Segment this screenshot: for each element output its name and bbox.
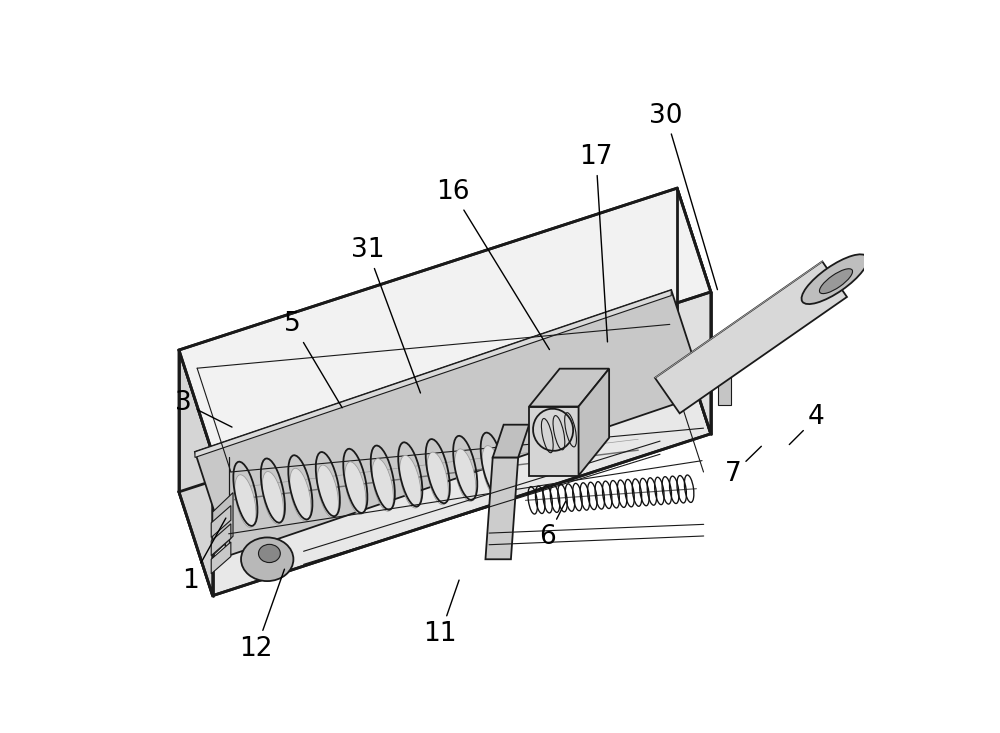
Polygon shape xyxy=(493,424,529,457)
Polygon shape xyxy=(211,542,231,574)
Text: 17: 17 xyxy=(579,144,613,342)
Polygon shape xyxy=(579,369,609,476)
Ellipse shape xyxy=(345,462,366,515)
Text: 7: 7 xyxy=(724,446,761,487)
Polygon shape xyxy=(529,369,609,407)
Text: 6: 6 xyxy=(539,501,566,550)
Text: 16: 16 xyxy=(436,179,549,350)
Polygon shape xyxy=(179,188,711,454)
Text: 31: 31 xyxy=(351,237,420,393)
Polygon shape xyxy=(529,407,579,476)
Polygon shape xyxy=(179,350,213,596)
Polygon shape xyxy=(677,188,711,434)
Text: 12: 12 xyxy=(240,569,284,662)
Text: 5: 5 xyxy=(284,312,342,408)
Text: 3: 3 xyxy=(175,390,232,427)
Polygon shape xyxy=(179,330,711,596)
Ellipse shape xyxy=(482,446,503,498)
Ellipse shape xyxy=(258,545,280,562)
Text: 30: 30 xyxy=(649,103,717,290)
Ellipse shape xyxy=(290,468,311,521)
Ellipse shape xyxy=(235,475,256,528)
Ellipse shape xyxy=(802,254,868,304)
Ellipse shape xyxy=(241,537,293,581)
Ellipse shape xyxy=(317,465,338,517)
Polygon shape xyxy=(655,262,847,413)
Polygon shape xyxy=(211,524,231,556)
Ellipse shape xyxy=(400,455,421,508)
Ellipse shape xyxy=(372,459,393,511)
Text: 11: 11 xyxy=(424,580,459,647)
Ellipse shape xyxy=(819,269,853,294)
Polygon shape xyxy=(718,339,731,405)
Polygon shape xyxy=(485,457,518,559)
Ellipse shape xyxy=(713,342,726,354)
Ellipse shape xyxy=(262,471,283,524)
Text: 1: 1 xyxy=(182,518,226,594)
Polygon shape xyxy=(213,493,233,556)
Ellipse shape xyxy=(455,449,476,501)
Ellipse shape xyxy=(714,365,725,375)
Text: 4: 4 xyxy=(789,405,825,444)
Ellipse shape xyxy=(427,452,448,505)
Polygon shape xyxy=(211,506,231,537)
Polygon shape xyxy=(195,290,671,457)
Polygon shape xyxy=(195,290,705,556)
